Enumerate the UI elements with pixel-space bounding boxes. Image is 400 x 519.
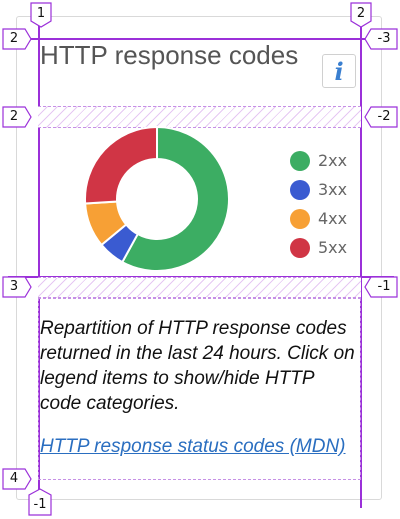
legend-item-5xx[interactable]: 5xx [290, 233, 347, 262]
legend-item-4xx[interactable]: 4xx [290, 204, 347, 233]
donut-chart [80, 122, 234, 276]
card-description: Repartition of HTTP response codes retur… [40, 316, 360, 416]
chart-legend: 2xx 3xx 4xx 5xx [290, 146, 347, 262]
grid-badge-row-2-left: 2 [2, 106, 32, 128]
legend-label-2xx: 2xx [318, 151, 347, 170]
legend-item-3xx[interactable]: 3xx [290, 175, 347, 204]
grid-badge-row-neg-1-right: -1 [364, 276, 398, 298]
info-button[interactable]: i [322, 54, 356, 88]
grid-badge-col-neg-1-bottom: -1 [28, 488, 52, 516]
legend-swatch-4xx [290, 209, 310, 229]
row-gap-2 [38, 277, 361, 298]
donut-slice-5xx[interactable] [85, 127, 157, 204]
grid-badge-col-1-top: 1 [30, 2, 52, 28]
grid-badge-col-2-top: 2 [350, 2, 372, 28]
legend-swatch-3xx [290, 180, 310, 200]
grid-badge-row-4-left: 4 [2, 468, 32, 490]
grid-badge-row-neg-3-right: -3 [364, 28, 398, 50]
mdn-status-codes-link[interactable]: HTTP response status codes (MDN) [40, 436, 346, 458]
legend-item-2xx[interactable]: 2xx [290, 146, 347, 175]
grid-badge-row-3-left: 3 [2, 276, 32, 298]
legend-swatch-5xx [290, 238, 310, 258]
legend-label-3xx: 3xx [318, 180, 347, 199]
legend-swatch-2xx [290, 151, 310, 171]
legend-label-5xx: 5xx [318, 238, 347, 257]
grid-badge-row-neg-2-right: -2 [364, 106, 398, 128]
info-icon: i [334, 57, 343, 86]
grid-badge-row-1-left: 2 [2, 28, 32, 50]
card-title: HTTP response codes [40, 40, 300, 71]
legend-label-4xx: 4xx [318, 209, 347, 228]
